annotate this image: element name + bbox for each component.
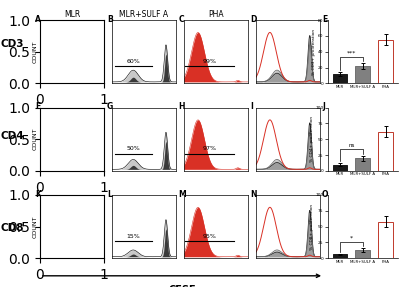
Text: 50%: 50% bbox=[126, 146, 140, 152]
Text: CD8: CD8 bbox=[1, 223, 24, 233]
Text: 95%: 95% bbox=[202, 234, 216, 239]
Text: I: I bbox=[250, 102, 254, 111]
Y-axis label: % CD8+ proliferation: % CD8+ proliferation bbox=[310, 203, 314, 250]
Text: CD4: CD4 bbox=[1, 131, 24, 141]
Text: 97%: 97% bbox=[202, 146, 216, 152]
Bar bbox=[333, 164, 348, 171]
Text: E: E bbox=[322, 15, 327, 24]
Text: 15%: 15% bbox=[126, 234, 140, 239]
Bar bbox=[378, 40, 393, 84]
Title: PHA: PHA bbox=[208, 10, 224, 19]
Text: ns: ns bbox=[348, 143, 354, 148]
Text: CFSE: CFSE bbox=[168, 285, 196, 287]
Text: 40%: 40% bbox=[54, 59, 68, 64]
Text: G: G bbox=[107, 102, 113, 111]
Text: L: L bbox=[107, 190, 112, 199]
Title: MLR+SULF A: MLR+SULF A bbox=[119, 10, 168, 19]
Y-axis label: COUNT: COUNT bbox=[32, 40, 37, 63]
Text: 10%: 10% bbox=[54, 234, 68, 239]
Bar bbox=[333, 255, 348, 258]
Text: O: O bbox=[322, 190, 328, 199]
Text: D: D bbox=[250, 15, 257, 24]
Text: J: J bbox=[322, 102, 325, 111]
Bar bbox=[355, 250, 370, 258]
Text: A: A bbox=[35, 15, 41, 24]
Text: 30%: 30% bbox=[54, 146, 68, 152]
Text: 99%: 99% bbox=[202, 59, 216, 64]
Text: K: K bbox=[35, 190, 41, 199]
Y-axis label: % CD3+ proliferation: % CD3+ proliferation bbox=[312, 29, 316, 75]
Y-axis label: COUNT: COUNT bbox=[32, 215, 37, 238]
Bar bbox=[355, 158, 370, 171]
Text: 60%: 60% bbox=[126, 59, 140, 64]
Y-axis label: % CD4+ proliferation: % CD4+ proliferation bbox=[310, 116, 314, 162]
Text: B: B bbox=[107, 15, 112, 24]
Text: N: N bbox=[250, 190, 257, 199]
Bar bbox=[355, 66, 370, 84]
Text: CD3: CD3 bbox=[1, 40, 24, 49]
Bar bbox=[378, 132, 393, 171]
Y-axis label: COUNT: COUNT bbox=[32, 128, 37, 150]
Text: *: * bbox=[350, 236, 353, 241]
Text: C: C bbox=[179, 15, 184, 24]
Bar bbox=[378, 222, 393, 258]
Bar bbox=[333, 74, 348, 84]
Text: M: M bbox=[179, 190, 186, 199]
Text: ***: *** bbox=[347, 50, 356, 55]
Text: H: H bbox=[179, 102, 185, 111]
Title: MLR: MLR bbox=[64, 10, 80, 19]
Text: F: F bbox=[35, 102, 40, 111]
